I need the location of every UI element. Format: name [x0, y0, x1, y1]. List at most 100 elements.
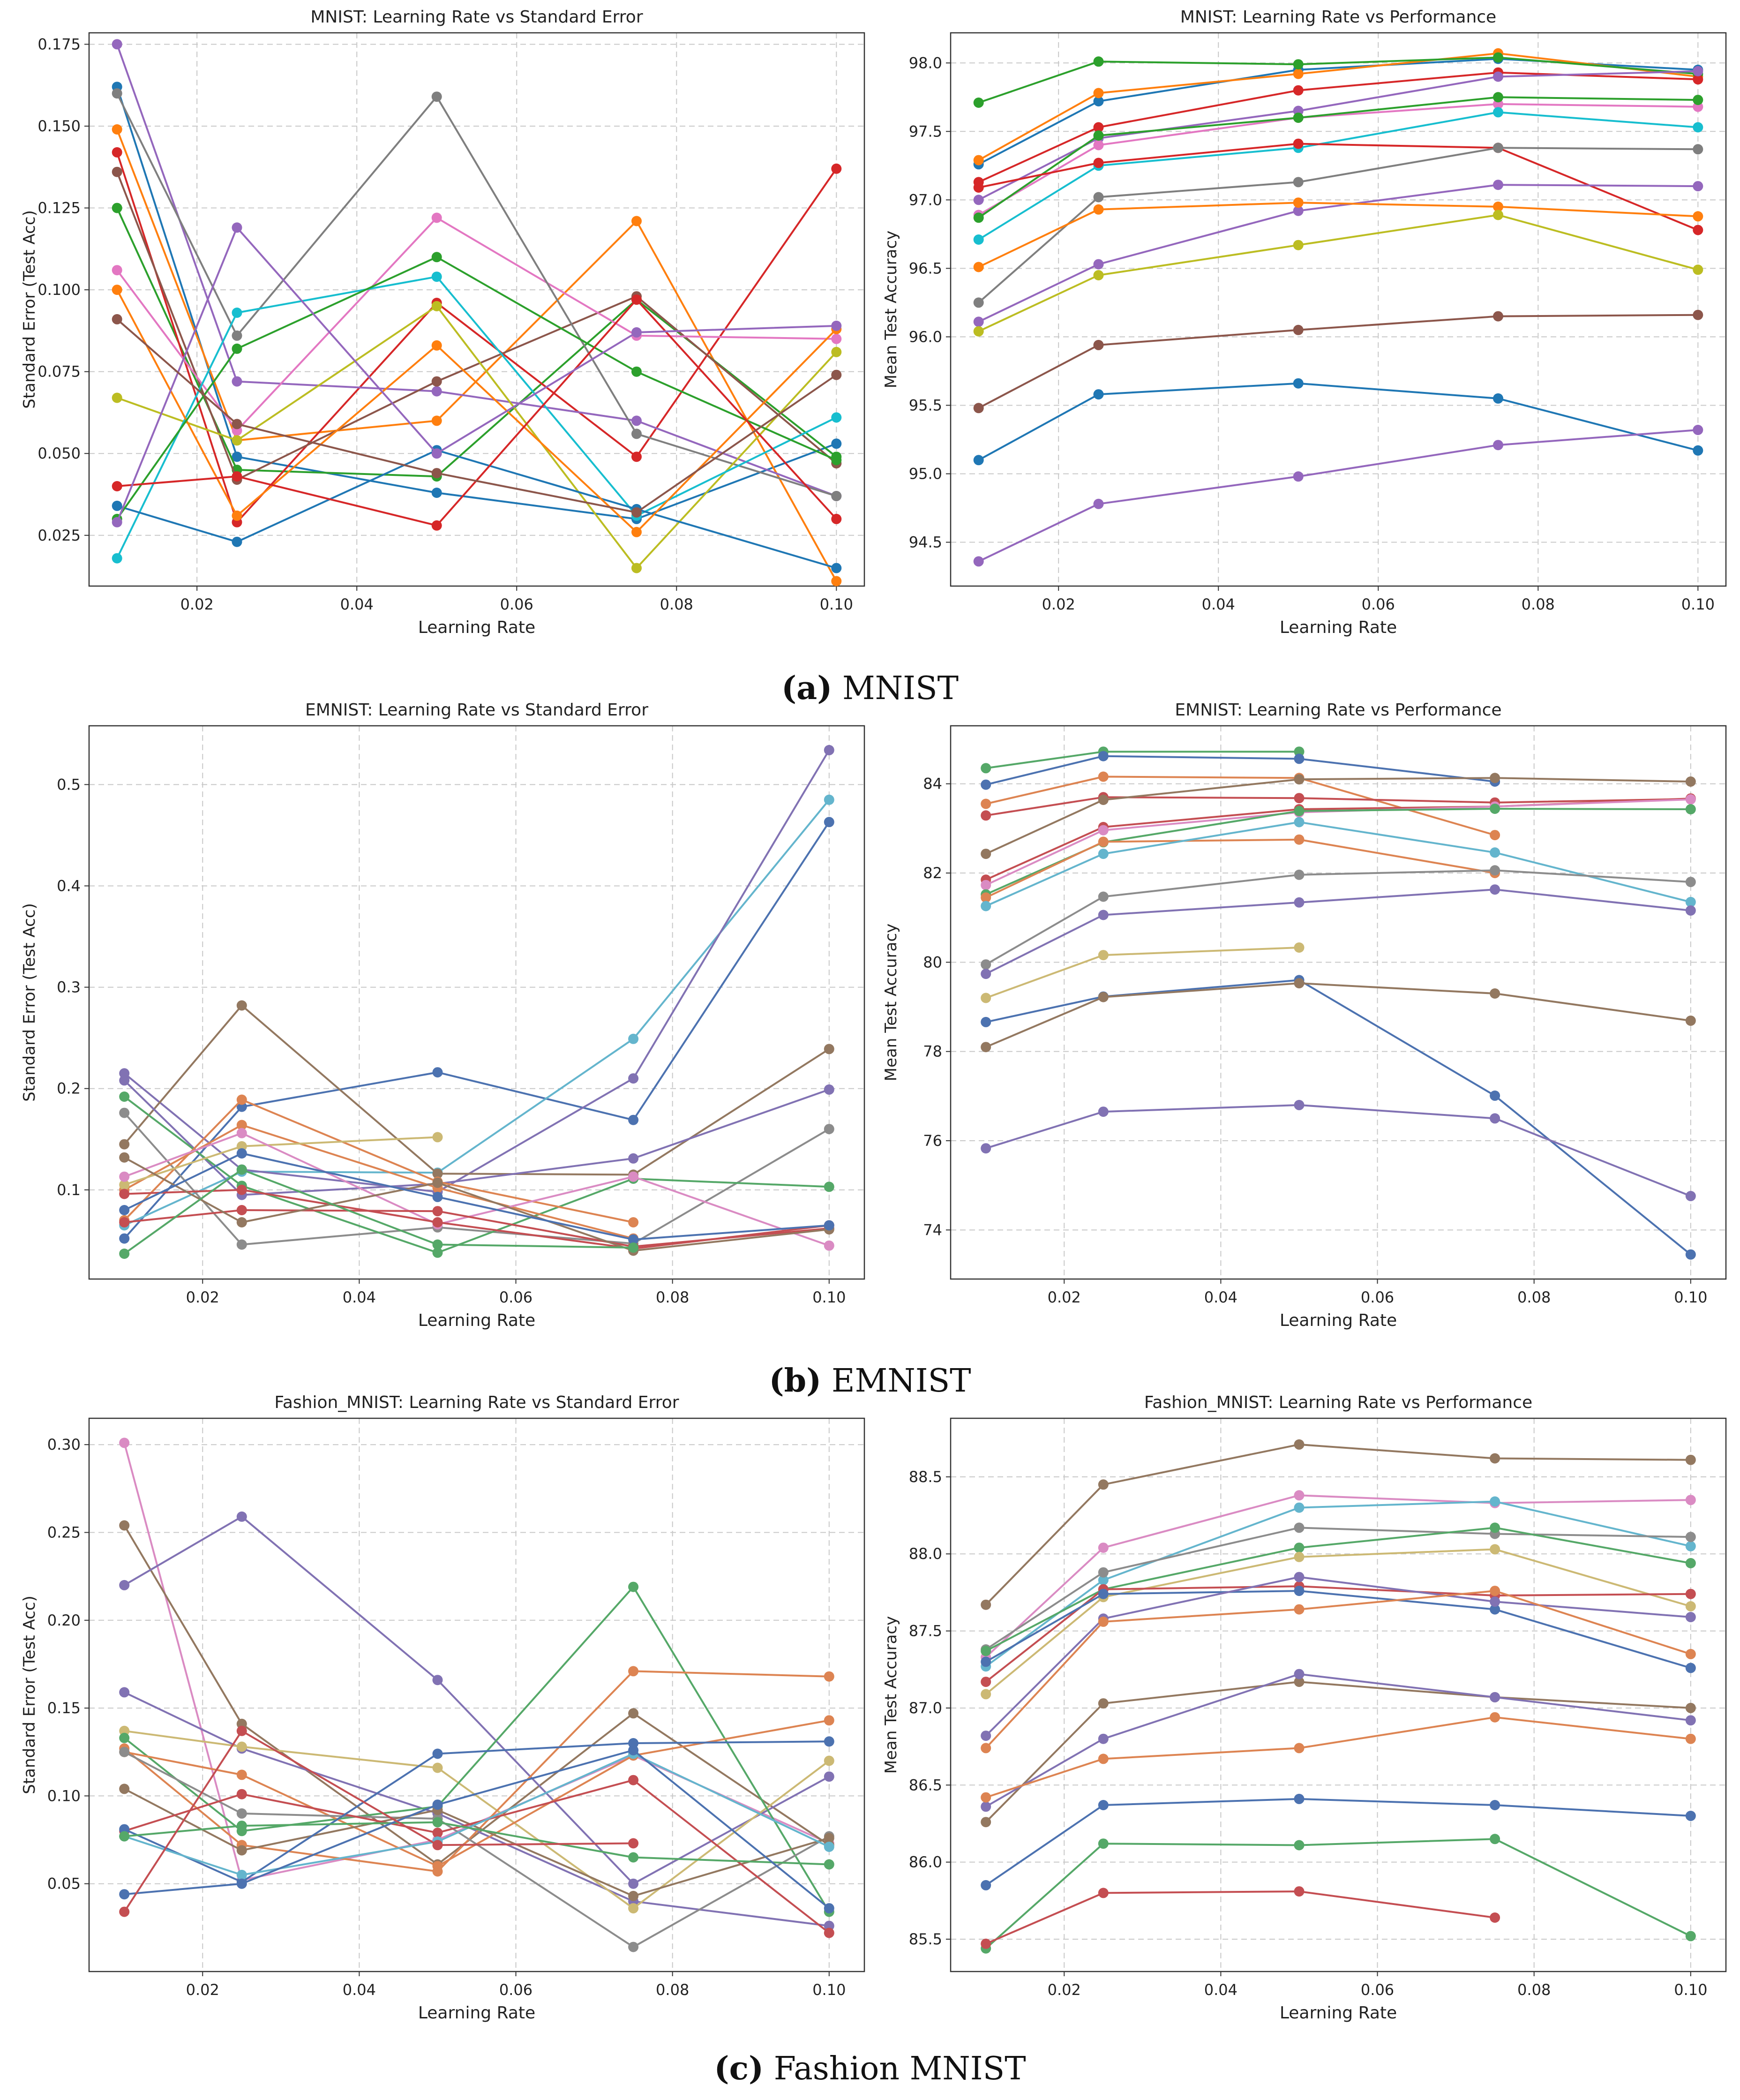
data-point — [1685, 877, 1696, 888]
data-point — [981, 1016, 991, 1027]
data-point — [236, 1821, 247, 1831]
data-point — [981, 901, 991, 911]
data-point — [1685, 804, 1696, 814]
data-point — [981, 1792, 991, 1803]
data-point — [1490, 847, 1500, 858]
data-point — [981, 1880, 991, 1890]
data-point — [1490, 1113, 1500, 1124]
data-point — [1493, 52, 1503, 63]
data-point — [1493, 210, 1503, 220]
data-point — [1294, 1677, 1305, 1687]
data-point — [831, 576, 842, 587]
data-point — [1098, 825, 1109, 835]
caption-letter: (b) — [769, 1362, 822, 1400]
data-point — [1685, 905, 1696, 916]
data-point — [236, 1184, 247, 1195]
data-point — [1294, 1572, 1305, 1582]
data-point — [1293, 324, 1304, 335]
plot-area — [89, 1418, 864, 1972]
data-point — [432, 1828, 443, 1838]
data-point — [973, 212, 984, 223]
data-point — [831, 320, 842, 331]
data-point — [1685, 1811, 1696, 1821]
data-point — [112, 517, 122, 527]
series-10 — [981, 817, 1696, 911]
data-point — [236, 1000, 247, 1011]
data-point — [981, 763, 991, 774]
series-13 — [973, 210, 1703, 337]
y-tick-label: 95.5 — [909, 396, 942, 414]
data-point — [431, 252, 442, 263]
data-point — [119, 1189, 130, 1199]
data-point — [1490, 884, 1500, 895]
data-point — [1293, 68, 1304, 79]
data-point — [1685, 1931, 1696, 1942]
chart-title: Fashion_MNIST: Learning Rate vs Standard… — [274, 1393, 679, 1412]
data-point — [628, 1114, 639, 1125]
data-point — [973, 234, 984, 245]
plot-frame — [88, 32, 865, 587]
data-point — [1098, 751, 1109, 761]
data-point — [119, 1139, 130, 1150]
y-tick-label: 80 — [923, 953, 942, 971]
series-16 — [119, 1164, 639, 1259]
data-point — [431, 91, 442, 102]
data-point — [628, 1666, 639, 1677]
data-point — [824, 1833, 834, 1844]
data-point — [628, 1775, 639, 1785]
data-point — [112, 124, 122, 135]
data-point — [112, 203, 122, 213]
data-point — [824, 1240, 834, 1251]
data-point — [1685, 1702, 1696, 1713]
data-point — [432, 1748, 443, 1759]
plot-frame — [950, 32, 1727, 587]
series-15 — [973, 378, 1703, 466]
data-point — [824, 1859, 834, 1870]
series-10 — [119, 1132, 443, 1190]
data-point — [119, 1831, 130, 1842]
y-tick-label: 0.5 — [57, 775, 81, 793]
data-point — [1294, 1551, 1305, 1562]
data-point — [981, 779, 991, 790]
series-10 — [981, 1586, 1696, 1754]
y-tick-label: 96.5 — [909, 259, 942, 277]
caption-letter: (a) — [781, 670, 832, 707]
data-point — [628, 1852, 639, 1863]
data-point — [1693, 264, 1703, 275]
x-tick-label: 0.06 — [499, 1981, 532, 1999]
data-point — [432, 1247, 443, 1258]
caption-emnist: (b) EMNIST — [0, 1362, 1740, 1400]
y-tick-label: 0.1 — [57, 1181, 81, 1199]
data-point — [1293, 197, 1304, 208]
data-point — [631, 429, 642, 439]
data-point — [119, 1152, 130, 1163]
data-point — [236, 1120, 247, 1130]
data-point — [1293, 205, 1304, 216]
y-tick-label: 87.5 — [909, 1622, 942, 1640]
data-point — [1098, 1754, 1109, 1764]
data-point — [432, 1861, 443, 1872]
data-point — [824, 1715, 834, 1726]
data-point — [119, 1171, 130, 1182]
data-point — [232, 343, 242, 354]
data-point — [824, 817, 834, 828]
y-tick-label: 0.25 — [47, 1523, 81, 1541]
data-point — [1098, 1588, 1109, 1599]
data-point — [628, 1903, 639, 1914]
x-tick-label: 0.04 — [1204, 1288, 1238, 1306]
data-point — [1693, 144, 1703, 155]
data-point — [1293, 471, 1304, 482]
y-tick-label: 0.30 — [47, 1436, 81, 1453]
series-1 — [112, 82, 842, 524]
x-tick-label: 0.02 — [1048, 1288, 1081, 1306]
data-point — [1293, 177, 1304, 188]
data-point — [631, 563, 642, 573]
y-tick-label: 76 — [923, 1132, 942, 1150]
data-point — [232, 222, 242, 233]
data-point — [981, 1656, 991, 1667]
data-point — [432, 1177, 443, 1188]
y-tick-label: 88.0 — [909, 1545, 942, 1563]
chart-fashion-performance: 0.02 0.04 0.06 0.08 0.10 85.5 86.0 86.5 87.0 87.5… — [882, 1393, 1727, 2023]
data-point — [1490, 1712, 1500, 1723]
data-point — [831, 369, 842, 380]
